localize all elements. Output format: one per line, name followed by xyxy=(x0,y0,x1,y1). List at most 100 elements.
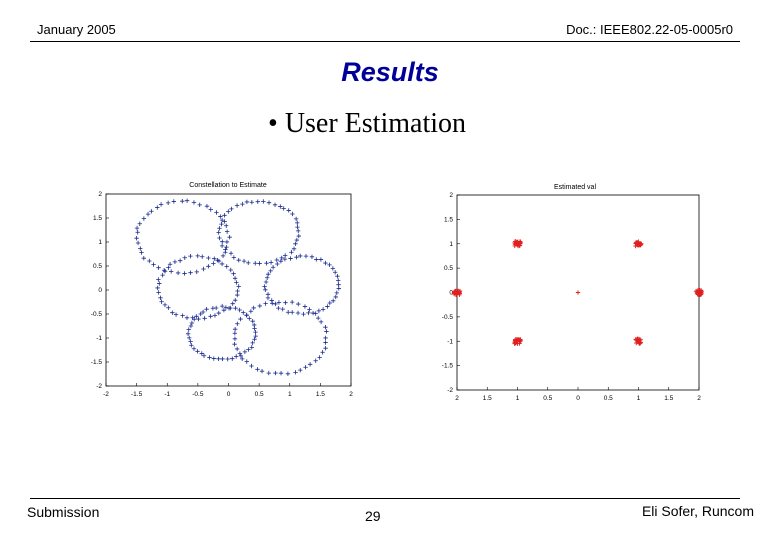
data-point xyxy=(232,341,237,347)
data-point xyxy=(171,199,177,204)
plot-title: Constellation to Estimate xyxy=(189,182,267,189)
data-point xyxy=(310,310,316,316)
data-point xyxy=(237,307,242,313)
data-point xyxy=(229,206,234,212)
data-point xyxy=(223,305,229,310)
data-point xyxy=(513,337,518,342)
data-point xyxy=(189,343,194,348)
data-point xyxy=(162,269,168,274)
data-point xyxy=(232,326,238,332)
data-point xyxy=(257,261,262,266)
data-point xyxy=(249,200,255,205)
data-point xyxy=(160,272,165,278)
x-tick-label: 2 xyxy=(349,391,353,398)
data-point xyxy=(252,337,257,342)
data-point xyxy=(295,224,300,230)
data-point xyxy=(285,371,291,377)
data-point xyxy=(303,365,308,370)
data-point xyxy=(295,220,300,226)
data-point xyxy=(303,253,309,259)
data-point xyxy=(269,298,274,303)
x-tick-label: 0.5 xyxy=(543,395,552,402)
data-point xyxy=(330,298,336,304)
constellation-plot: Constellation to Estimate -2 -1.5 -1 -0.5 0 0… xyxy=(91,182,353,398)
data-point xyxy=(327,300,332,306)
data-point xyxy=(264,260,269,266)
data-point xyxy=(155,285,160,291)
data-point xyxy=(263,301,268,306)
data-point xyxy=(323,260,328,266)
data-point xyxy=(320,350,325,355)
data-point xyxy=(314,257,319,262)
data-point xyxy=(159,299,164,304)
data-point xyxy=(228,267,233,273)
data-point xyxy=(335,273,340,279)
data-point xyxy=(161,268,167,273)
data-point xyxy=(276,305,281,311)
data-point xyxy=(170,310,175,315)
data-point xyxy=(266,200,272,205)
data-point xyxy=(281,206,286,211)
data-point xyxy=(323,345,328,351)
data-point xyxy=(219,261,225,267)
x-tick-label: 0.5 xyxy=(255,391,264,398)
data-point xyxy=(330,266,336,271)
data-point xyxy=(336,286,342,291)
x-tick-label: 2 xyxy=(697,395,701,402)
data-point xyxy=(325,304,330,309)
data-point xyxy=(296,228,301,234)
x-tick-label: 2 xyxy=(455,395,459,402)
data-point xyxy=(272,202,278,208)
data-point xyxy=(191,200,197,205)
data-point xyxy=(180,198,185,204)
data-point xyxy=(219,217,225,223)
y-tick-label: 1.5 xyxy=(444,216,453,223)
data-point xyxy=(315,315,321,321)
data-point xyxy=(320,307,326,312)
data-point xyxy=(309,254,315,259)
data-point xyxy=(207,355,212,360)
y-tick-label: -1 xyxy=(447,338,453,345)
data-point xyxy=(227,234,232,240)
data-point xyxy=(295,310,301,316)
data-point xyxy=(202,316,207,321)
data-point xyxy=(324,329,329,334)
data-point xyxy=(244,199,250,205)
data-point xyxy=(165,200,171,206)
x-tick-label: 1.5 xyxy=(483,395,492,402)
data-point xyxy=(147,258,152,264)
data-point xyxy=(195,349,200,354)
bullet-symbol: • xyxy=(268,108,278,139)
data-point xyxy=(244,359,250,364)
data-point xyxy=(230,356,235,361)
data-point xyxy=(293,370,298,375)
data-point xyxy=(235,321,240,326)
footer-submission: Submission xyxy=(27,504,100,520)
y-tick-label: -0.5 xyxy=(91,311,103,318)
data-point xyxy=(201,353,207,358)
data-point xyxy=(316,308,322,314)
data-point xyxy=(332,270,338,275)
data-point xyxy=(228,305,233,311)
data-point xyxy=(156,290,161,295)
data-point xyxy=(217,226,222,231)
y-tick-label: 0 xyxy=(98,287,102,294)
data-point xyxy=(184,198,190,203)
data-point xyxy=(273,301,278,307)
data-point xyxy=(323,325,328,330)
data-point xyxy=(141,255,147,261)
y-tick-label: -1.5 xyxy=(91,359,103,366)
data-point xyxy=(216,258,222,264)
data-point xyxy=(259,368,265,374)
data-point xyxy=(173,312,179,317)
data-point xyxy=(313,358,318,363)
data-point xyxy=(167,262,173,267)
data-point xyxy=(201,266,206,272)
data-point xyxy=(266,271,271,277)
header-divider xyxy=(30,41,740,42)
data-point xyxy=(208,314,213,319)
x-tick-label: -2 xyxy=(103,391,109,398)
data-point xyxy=(141,216,147,221)
data-point xyxy=(265,275,270,280)
data-point xyxy=(225,356,230,362)
